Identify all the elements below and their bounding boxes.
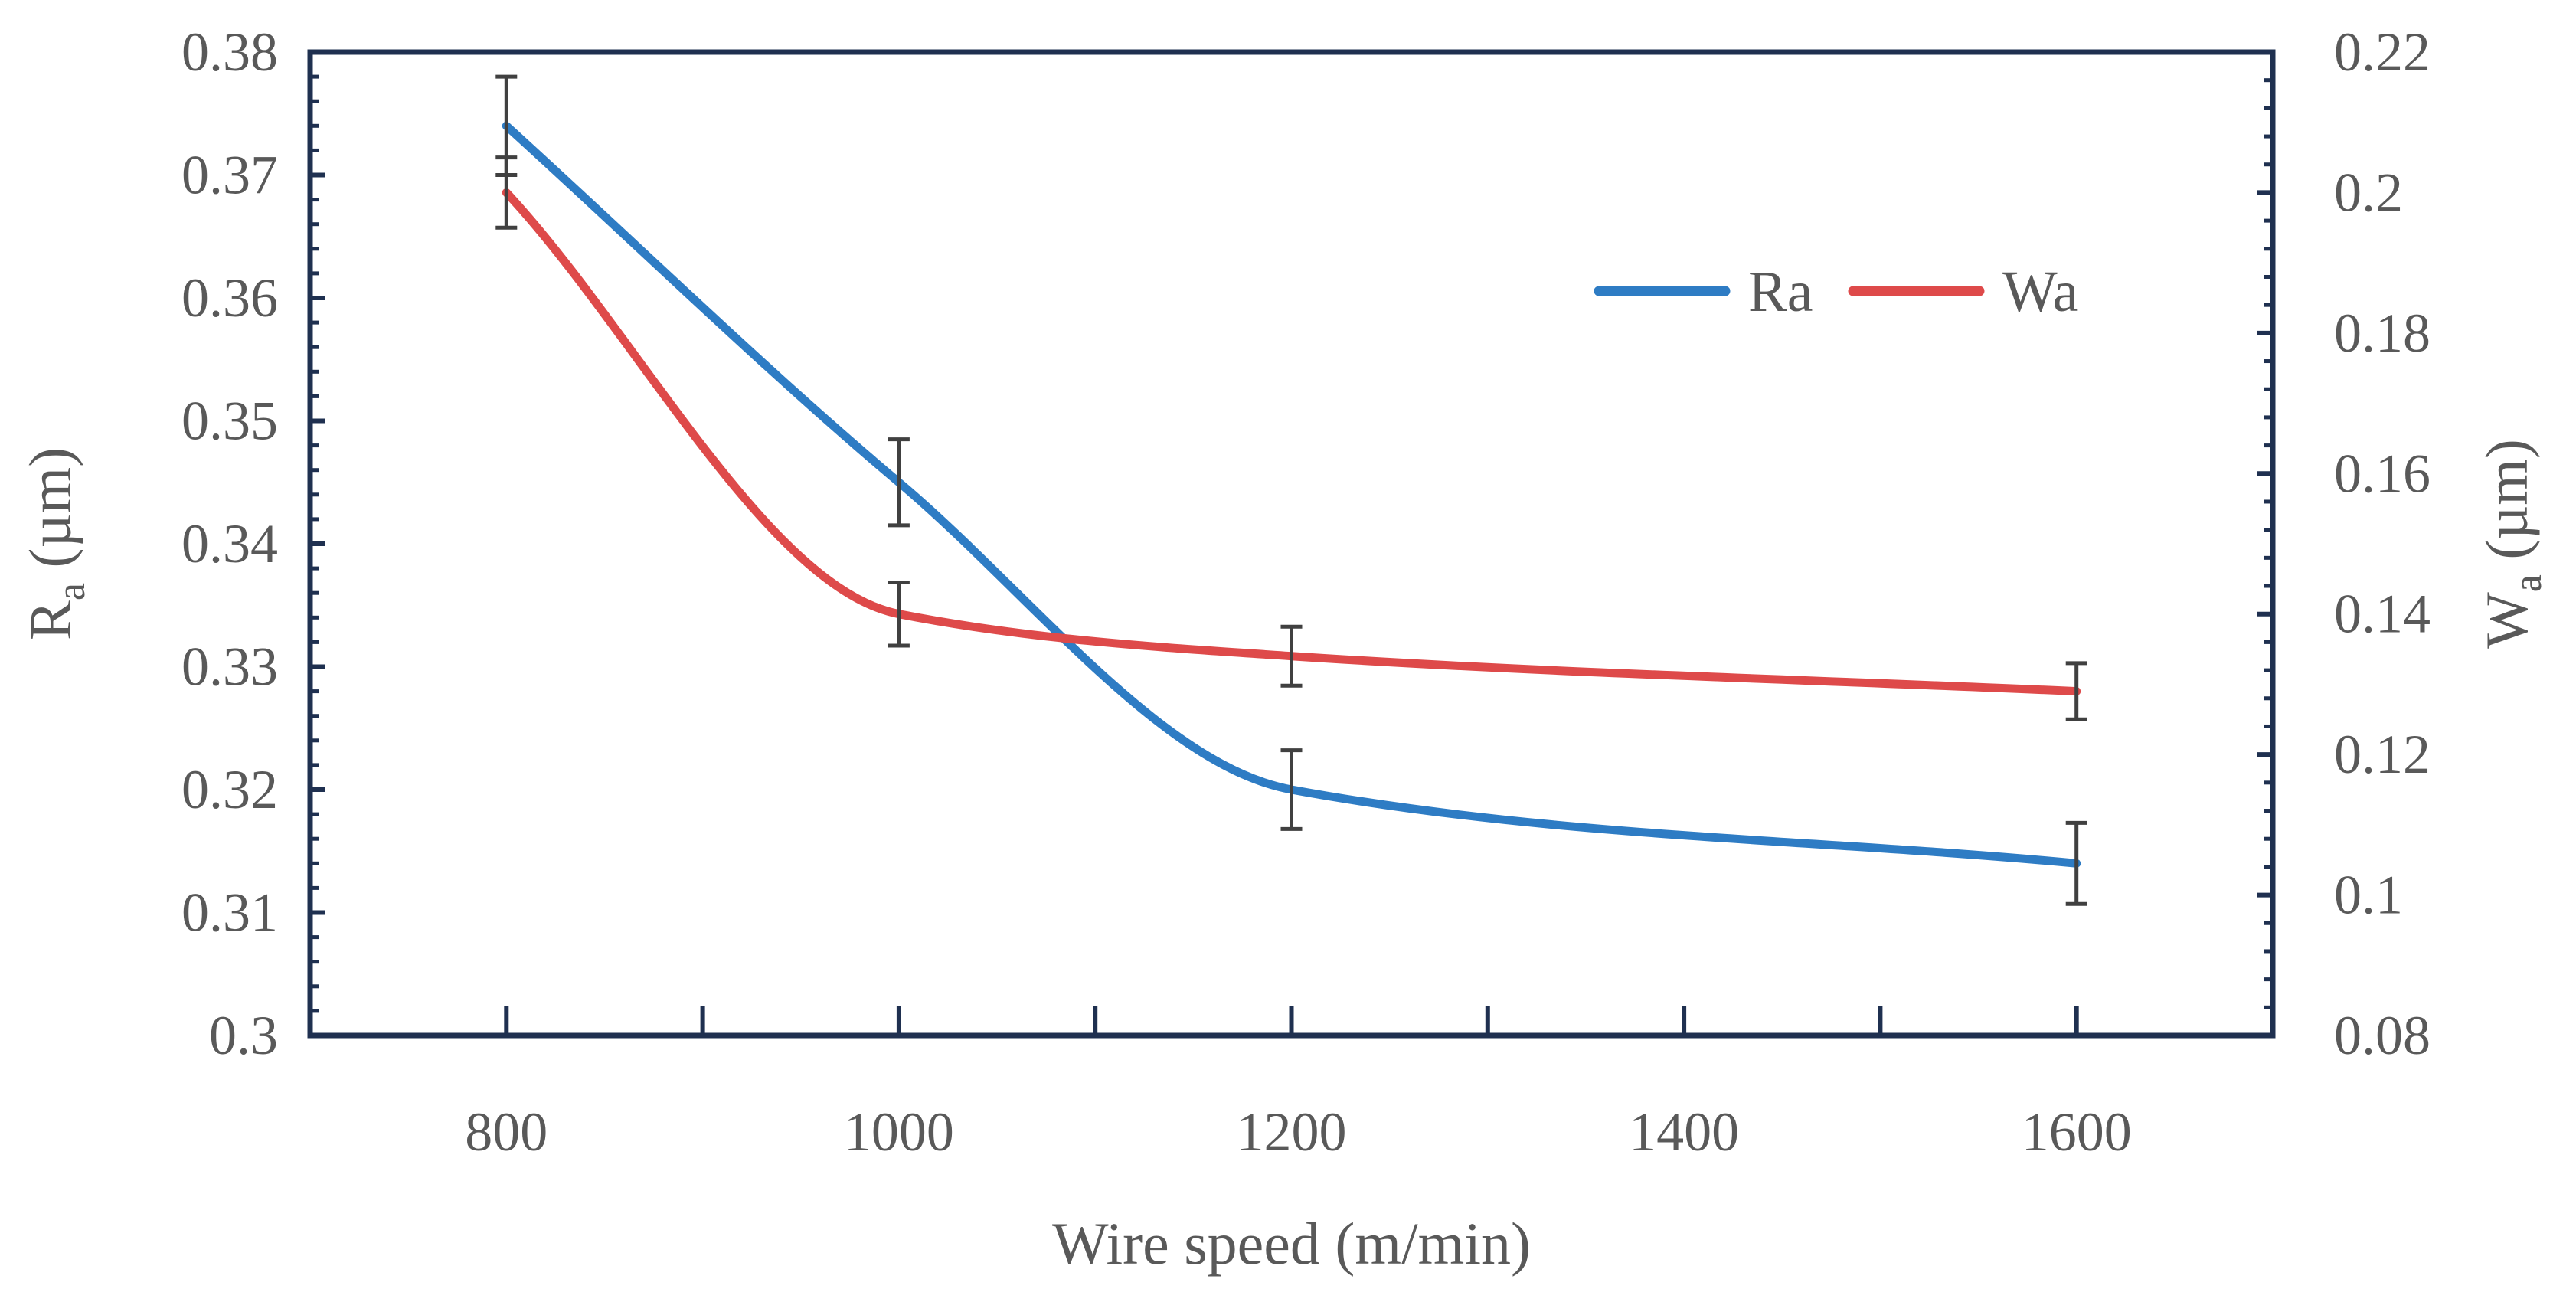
y2-tick-label: 0.2 [2334,162,2403,223]
y2-tick-label: 0.16 [2334,443,2431,504]
error-bar-ra-1200 [1280,748,1303,831]
y-axis-title-main: R [17,600,83,640]
y2-tick-label: 0.1 [2334,865,2403,926]
error-bar-ra-1600 [2065,820,2087,906]
y-tick-label: 0.38 [181,21,278,83]
series-line-wa [502,188,2081,696]
y2-tick-label: 0.12 [2334,724,2431,785]
y-tick-label: 0.37 [181,145,278,206]
y2-axis-title: Wa (µm) [2473,439,2550,649]
x-tick-label: 1600 [2022,1101,2132,1163]
y-tick-label: 0.31 [181,882,278,944]
y2-axis-title-sub: a [2506,574,2550,592]
y-axis-title-sub: a [50,583,93,600]
plot-frame [307,49,2276,1039]
series-line-ra [502,121,2081,868]
error-bar-wa-1000 [888,580,910,648]
y-axis-title-unit: (µm) [17,447,83,583]
error-bar-wa-1600 [2065,661,2087,721]
y-tick-label: 0.32 [181,759,278,820]
y-tick-label: 0.36 [181,267,278,329]
error-bar-ra-1000 [888,437,910,528]
x-tick-label: 1200 [1237,1101,1347,1163]
x-tick-label: 1400 [1629,1101,1739,1163]
plot-area [495,74,2087,906]
legend-item-wa: Wa [1848,260,2078,324]
y-tick-label: 0.34 [181,513,278,574]
y-tick-label: 0.33 [181,636,278,698]
x-axis-title: Wire speed (m/min) [1052,1210,1531,1277]
legend: Ra Wa [1594,260,2078,324]
error-bar-wa-1200 [1280,624,1303,688]
error-bar-wa-800 [495,155,518,230]
y2-tick-label: 0.22 [2334,21,2431,83]
legend-label-wa: Wa [2002,260,2078,324]
x-tick-label: 800 [465,1101,548,1163]
axes: 0.3 0.31 0.32 0.33 0.34 0.35 0.36 0.37 0.38 0.08 0… [17,21,2550,1277]
y-tick-label: 0.35 [181,391,278,452]
y-axis-title: Ra (µm) [17,447,93,640]
y2-tick-label: 0.08 [2334,1005,2431,1066]
x-tick-label: 1000 [844,1101,954,1163]
y2-tick-label: 0.14 [2334,584,2431,645]
y2-tick-label: 0.18 [2334,303,2431,364]
legend-label-ra: Ra [1748,260,1813,324]
y2-axis-title-unit: (µm) [2473,439,2540,574]
y2-axis-title-main: W [2473,592,2540,649]
y-tick-label: 0.3 [209,1005,278,1066]
legend-item-ra: Ra [1594,260,1813,324]
